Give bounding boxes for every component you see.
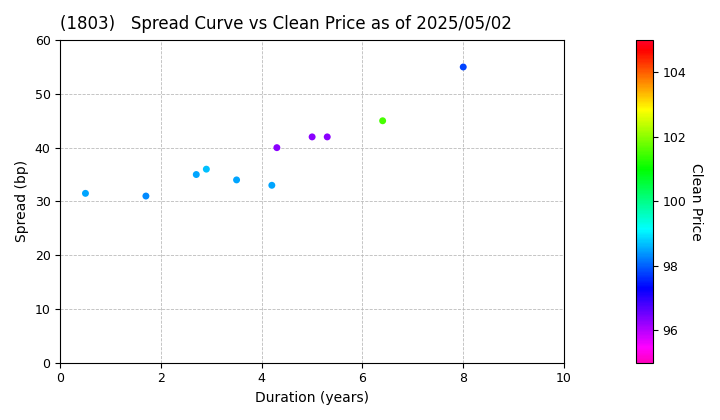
Point: [201, 166, 212, 173]
Point: [266, 182, 278, 189]
X-axis label: Duration (years): Duration (years): [255, 391, 369, 405]
Point: [271, 144, 283, 151]
Y-axis label: Spread (bp): Spread (bp): [15, 160, 29, 242]
Point: [377, 118, 388, 124]
Point: [321, 134, 333, 140]
Y-axis label: Clean Price: Clean Price: [689, 163, 703, 240]
Point: [191, 171, 202, 178]
Point: [307, 134, 318, 140]
Point: [80, 190, 91, 197]
Text: (1803)   Spread Curve vs Clean Price as of 2025/05/02: (1803) Spread Curve vs Clean Price as of…: [60, 15, 512, 33]
Point: [140, 193, 152, 199]
Point: [457, 64, 469, 71]
Point: [231, 176, 243, 183]
